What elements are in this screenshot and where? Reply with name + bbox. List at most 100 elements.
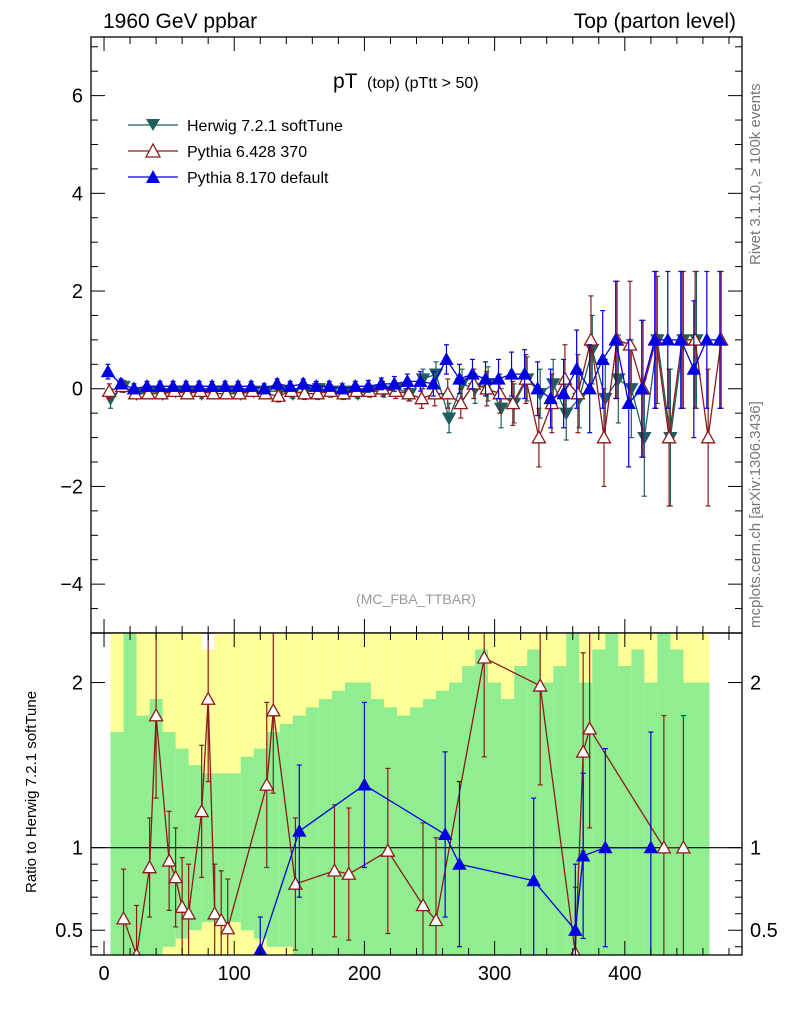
main-point-pythia8	[426, 376, 441, 390]
main-point-pythia8	[309, 378, 324, 392]
ratio-point-pythia6	[532, 678, 548, 692]
ratio-point-pythia8	[643, 840, 659, 854]
main-point-herwig	[611, 373, 626, 387]
main-point-pythia6	[570, 385, 586, 400]
mcplots-label: mcplots.cern.ch [arXiv:1306.3436]	[747, 401, 764, 628]
ratio-band-green	[149, 699, 163, 955]
main-point-pythia6	[453, 395, 469, 410]
main-point-herwig	[559, 407, 574, 421]
main-point-pythia8	[165, 378, 181, 392]
ratio-point-pythia6	[575, 744, 591, 758]
ratio-point-pythia8	[357, 777, 372, 791]
main-point-pythia6	[179, 385, 195, 400]
ratio-ytick-label: 1	[72, 838, 83, 860]
ratio-band-green	[370, 699, 384, 955]
ratio-band-green	[540, 682, 554, 955]
main-point-pythia6	[557, 371, 573, 385]
main-point-herwig	[546, 378, 561, 392]
main-point-pythia8	[478, 371, 493, 385]
ratio-point-pythia6	[168, 869, 184, 884]
ratio-line-pythia8	[259, 784, 651, 951]
main-axes: −4 −2 0 2 4 6	[60, 37, 742, 634]
ratio-xtick-label: 0	[98, 963, 109, 985]
ratio-point-pythia6	[582, 720, 598, 735]
main-point-pythia8	[400, 374, 415, 388]
ratio-series-pythia6	[115, 633, 692, 955]
legend-pythia8-label: Pythia 8.170 default	[187, 170, 329, 187]
main-point-pythia8	[322, 378, 337, 392]
main-point-pythia8	[100, 364, 116, 378]
main-point-pythia8	[256, 381, 272, 395]
main-point-pythia8	[270, 376, 285, 390]
ratio-point-pythia8	[292, 823, 307, 837]
ratio-band-green	[501, 699, 515, 955]
main-point-pythia8	[608, 332, 623, 346]
main-point-pythia6	[492, 385, 508, 400]
main-point-pythia8	[452, 371, 467, 385]
legend: Herwig 7.2.1 softTune Pythia 6.428 370 P…	[128, 118, 343, 187]
main-point-pythia6	[309, 385, 326, 400]
main-point-pythia8	[647, 332, 662, 346]
main-point-pythia8	[191, 378, 207, 392]
main-point-pythia6	[296, 385, 313, 400]
main-point-pythia8	[530, 381, 545, 395]
main-point-herwig	[637, 431, 652, 445]
main-point-pythia8	[439, 352, 454, 366]
main-point-pythia8	[543, 391, 558, 405]
ratio-xtick-label: 400	[608, 963, 641, 985]
main-point-pythia8	[217, 378, 233, 392]
ratio-point-pythia8	[575, 848, 591, 862]
ratio-band-green	[383, 707, 397, 955]
main-point-pythia6	[153, 385, 169, 400]
ratio-point-pythia6	[341, 866, 357, 880]
main-point-pythia8	[634, 381, 649, 395]
main-point-pythia8	[230, 378, 246, 392]
legend-pythia8-marker	[146, 170, 160, 183]
main-point-pythia8	[556, 386, 571, 400]
main-point-pythia6	[270, 388, 287, 402]
ratio-ylabel: Ratio to Herwig 7.2.1 softTune	[23, 691, 40, 893]
ratio-point-pythia8	[598, 840, 613, 854]
ratio-point-pythia6	[259, 777, 275, 791]
ratio-point-pythia6	[174, 899, 190, 913]
ratio-point-pythia6	[207, 905, 223, 920]
main-point-pythia6	[101, 383, 117, 398]
ratio-band-green	[253, 748, 267, 939]
main-point-herwig	[493, 402, 509, 416]
main-ytick-label: 6	[72, 86, 83, 108]
ratio-point-pythia6	[675, 839, 692, 854]
main-point-pythia6	[531, 429, 547, 444]
main-point-pythia8	[413, 374, 428, 388]
analysis-label: (MC_FBA_TTBAR)	[356, 591, 476, 607]
ratio-band-green	[423, 699, 437, 955]
main-point-pythia8	[517, 366, 532, 380]
ratio-line-pythia6	[122, 656, 684, 955]
legend-pythia6-label: Pythia 6.428 370	[187, 144, 307, 161]
ratio-band-green	[136, 715, 150, 955]
ratio-point-pythia6	[287, 876, 304, 890]
ratio-band-green	[279, 723, 293, 947]
main-point-herwig	[624, 383, 639, 397]
ratio-ytick-label-right: 0.5	[750, 920, 778, 942]
main-ytick-label: −4	[60, 574, 83, 596]
main-point-herwig	[441, 412, 457, 426]
ratio-point-pythia6	[148, 707, 164, 722]
main-point-pythia6	[140, 385, 156, 400]
main-point-pythia6	[440, 385, 456, 400]
ratio-band-green	[123, 633, 137, 955]
main-point-pythia8	[348, 378, 363, 392]
ratio-plot-area	[91, 633, 742, 955]
ratio-point-pythia6	[213, 912, 229, 927]
header-right: Top (parton level)	[574, 10, 736, 33]
main-point-pythia8	[139, 378, 155, 392]
ratio-point-pythia6	[476, 649, 492, 664]
ratio-band-green	[670, 649, 684, 955]
main-series-pythia8	[100, 270, 728, 468]
ratio-xtick-label: 100	[218, 963, 251, 985]
ratio-point-pythia6	[181, 905, 197, 920]
ratio-point-pythia6	[380, 843, 396, 857]
legend-herwig-label: Herwig 7.2.1 softTune	[187, 118, 343, 135]
main-point-pythia6	[231, 385, 248, 400]
main-point-pythia6	[205, 385, 221, 400]
ratio-point-pythia6	[220, 920, 236, 935]
